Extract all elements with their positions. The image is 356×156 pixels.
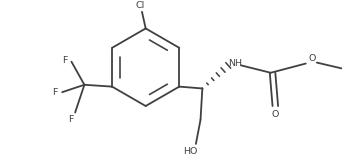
Text: F: F [62, 56, 68, 65]
Text: O: O [272, 110, 279, 119]
Text: HO: HO [183, 147, 198, 156]
Text: O: O [309, 54, 316, 63]
Text: NH: NH [229, 59, 242, 68]
Text: Cl: Cl [136, 1, 145, 10]
Text: F: F [68, 115, 73, 124]
Text: F: F [52, 88, 58, 97]
